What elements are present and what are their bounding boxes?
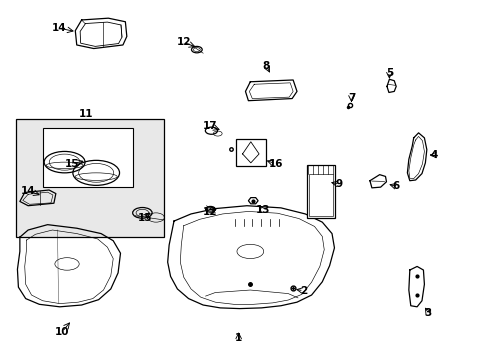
Text: 12: 12 — [176, 37, 191, 48]
Text: 9: 9 — [335, 179, 342, 189]
Text: 4: 4 — [429, 150, 437, 160]
Text: 16: 16 — [268, 159, 283, 169]
Text: 10: 10 — [55, 327, 69, 337]
Text: 15: 15 — [137, 212, 152, 222]
Text: 12: 12 — [203, 207, 217, 217]
Bar — [306, 165, 334, 217]
Text: 7: 7 — [347, 93, 354, 103]
Text: 13: 13 — [255, 205, 270, 215]
Bar — [308, 174, 332, 216]
Text: 14: 14 — [51, 23, 66, 33]
Text: 5: 5 — [385, 68, 392, 78]
Text: 1: 1 — [235, 333, 242, 343]
Text: 3: 3 — [424, 308, 431, 318]
Text: 17: 17 — [203, 121, 217, 131]
Text: 14: 14 — [21, 186, 35, 196]
Text: 11: 11 — [79, 109, 94, 119]
Bar — [16, 119, 164, 237]
Text: 6: 6 — [392, 181, 399, 192]
Bar — [235, 139, 265, 166]
Text: 15: 15 — [64, 159, 79, 169]
Text: 8: 8 — [262, 61, 269, 71]
Bar — [42, 128, 132, 187]
Text: 2: 2 — [300, 286, 307, 296]
